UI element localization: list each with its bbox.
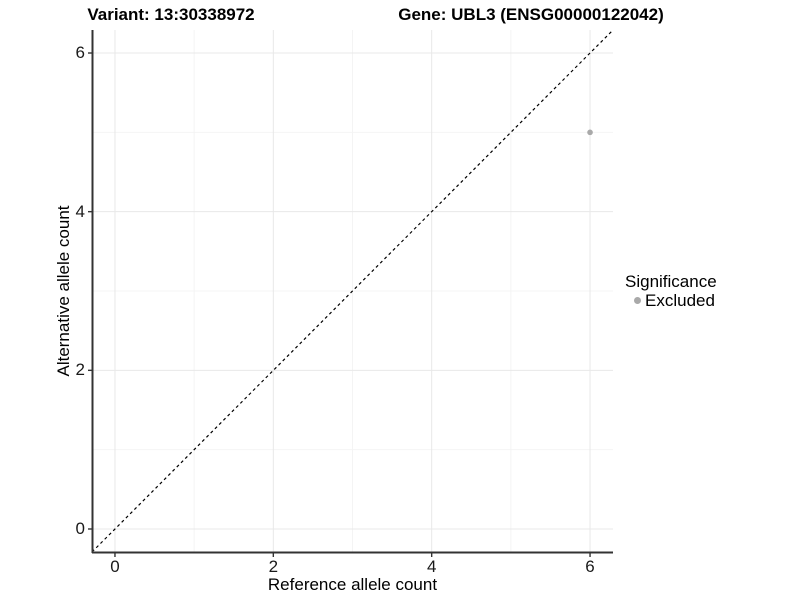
y-tick-label: 6 xyxy=(75,43,85,62)
legend: Significance Excluded xyxy=(625,272,717,310)
y-tick-label: 4 xyxy=(75,201,85,221)
y-tick-label: 0 xyxy=(75,518,85,538)
plot-panel xyxy=(88,29,614,557)
x-axis-title: Reference allele count xyxy=(267,575,438,594)
x-tick-label: 4 xyxy=(426,557,437,576)
x-tick-label: 0 xyxy=(110,557,120,576)
data-point xyxy=(587,129,593,136)
legend-title: Significance xyxy=(625,272,717,291)
x-axis-tick-labels: 0 2 4 6 xyxy=(92,557,613,577)
y-axis-tick-labels: 0 2 4 6 xyxy=(0,30,85,552)
legend-entry-label: Excluded xyxy=(645,291,715,310)
y-tick-label: 2 xyxy=(75,360,85,380)
variant-title: Variant: 13:30338972 xyxy=(87,5,255,24)
x-tick-label: 6 xyxy=(585,557,595,576)
gene-title: Gene: UBL3 (ENSG00000122042) xyxy=(398,5,664,24)
legend-entry-excluded: Excluded xyxy=(625,291,717,310)
y-axis-title: Alternative allele count xyxy=(54,205,73,377)
legend-point-icon xyxy=(634,297,641,304)
x-tick-label: 2 xyxy=(268,557,279,576)
identity-reference-line xyxy=(91,29,614,553)
